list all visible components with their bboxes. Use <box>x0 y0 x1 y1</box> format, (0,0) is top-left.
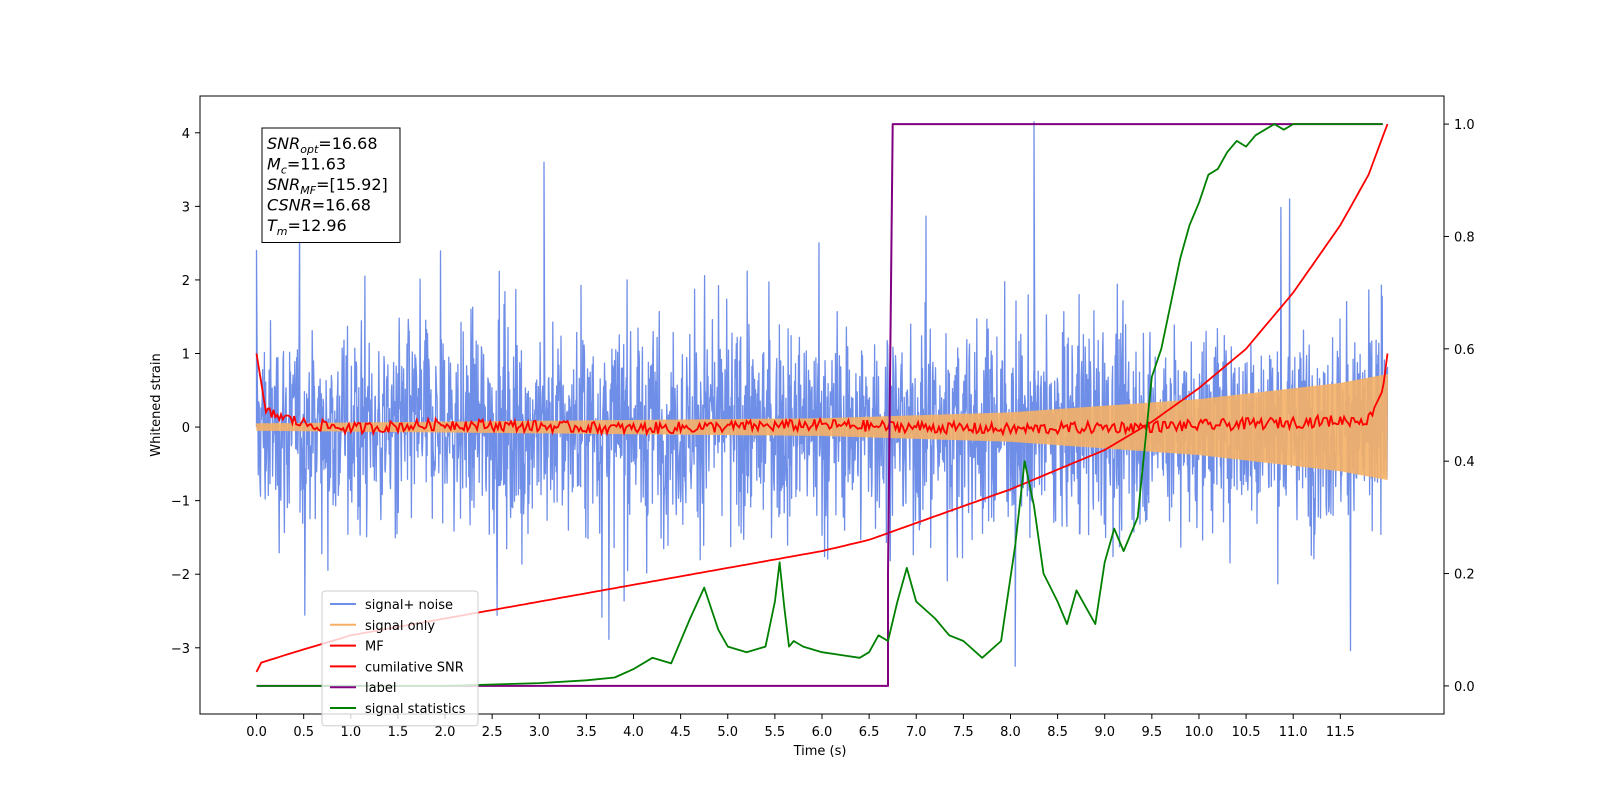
y-right-tick-label: 0.4 <box>1454 455 1475 470</box>
y-left-tick-label: 1 <box>182 348 190 363</box>
x-tick-label: 10.0 <box>1184 725 1213 740</box>
y-left-tick-label: 4 <box>182 127 190 142</box>
x-tick-label: 1.5 <box>388 725 409 740</box>
signal-only-line <box>256 374 1388 481</box>
y-right-tick-label: 1.0 <box>1454 118 1475 133</box>
x-tick-label: 5.0 <box>717 725 738 740</box>
y-axis-right: 0.0 0.2 0.4 0.6 0.8 1.0 <box>1444 118 1475 695</box>
legend-entry: MF <box>365 640 384 655</box>
x-tick-label: 6.5 <box>859 725 880 740</box>
legend-entry: cumilative SNR <box>365 660 464 675</box>
x-tick-label: 5.5 <box>765 725 786 740</box>
y-left-tick-label: 0 <box>182 421 190 436</box>
x-tick-label: 11.0 <box>1279 725 1308 740</box>
x-tick-label: 8.5 <box>1047 725 1068 740</box>
x-tick-label: 1.0 <box>340 725 361 740</box>
signal-statistics-line <box>256 123 1383 687</box>
annotation-line: SNRMF=[15.92] <box>267 175 388 197</box>
y-left-tick-label: −1 <box>171 495 190 510</box>
signal-statistics-series <box>256 123 1383 687</box>
signal-only-series <box>256 374 1388 481</box>
y-axis-left-label: Whitened strain <box>149 353 164 456</box>
y-left-tick-label: −2 <box>171 568 190 583</box>
x-tick-label: 11.5 <box>1326 725 1355 740</box>
noise-line <box>255 121 1389 667</box>
legend-frame <box>321 590 479 727</box>
x-tick-label: 2.0 <box>435 725 456 740</box>
legend: signal+ noise signal only MF cumilative SNR… <box>321 590 479 727</box>
x-tick-label: 4.5 <box>670 725 691 740</box>
x-axis: 0.0 0.5 1.0 1.5 2.0 2.5 3.0 3.5 4.0 4.5 5.0 5.5 6.0 6… <box>246 714 1355 740</box>
x-tick-label: 0.0 <box>246 725 267 740</box>
legend-entry: label <box>365 681 396 696</box>
x-tick-label: 10.5 <box>1232 725 1261 740</box>
annotation-line: SNRopt=16.68 <box>267 134 378 156</box>
y-right-tick-label: 0.2 <box>1454 568 1475 583</box>
legend-entry: signal only <box>365 619 435 634</box>
y-right-tick-label: 0.6 <box>1454 343 1475 358</box>
x-tick-label: 8.0 <box>1000 725 1021 740</box>
y-right-tick-label: 0.0 <box>1454 680 1475 695</box>
legend-entry: signal+ noise <box>365 598 453 613</box>
y-left-tick-label: −3 <box>171 642 190 657</box>
y-left-tick-label: 2 <box>182 274 190 289</box>
annotation-line: CSNR=16.68 <box>267 196 371 215</box>
x-tick-label: 4.0 <box>623 725 644 740</box>
legend-entry: signal statistics <box>365 702 466 717</box>
x-tick-label: 6.0 <box>812 725 833 740</box>
label-series <box>256 123 1383 687</box>
noise-series <box>255 121 1389 667</box>
x-tick-label: 9.0 <box>1094 725 1115 740</box>
annotation-line: Mc=11.63 <box>267 155 346 177</box>
x-tick-label: 3.0 <box>529 725 550 740</box>
x-tick-label: 2.5 <box>482 725 503 740</box>
x-tick-label: 0.5 <box>293 725 314 740</box>
x-axis-label: Time (s) <box>793 744 847 759</box>
x-tick-label: 7.0 <box>906 725 927 740</box>
x-tick-label: 3.5 <box>576 725 597 740</box>
annotation-box: SNRopt=16.68Mc=11.63SNRMF=[15.92]CSNR=16… <box>261 127 401 243</box>
y-right-tick-label: 0.8 <box>1454 230 1475 245</box>
annotation-frame <box>261 127 401 243</box>
annotation-line: Tm=12.96 <box>267 216 347 238</box>
mf-series <box>255 353 1389 437</box>
label-line <box>256 123 1383 687</box>
y-axis-left: −3 −2 −1 0 1 2 3 4 <box>171 127 200 657</box>
mf-line <box>255 353 1389 437</box>
x-tick-label: 9.5 <box>1142 725 1163 740</box>
y-left-tick-label: 3 <box>182 200 190 215</box>
x-tick-label: 7.5 <box>953 725 974 740</box>
